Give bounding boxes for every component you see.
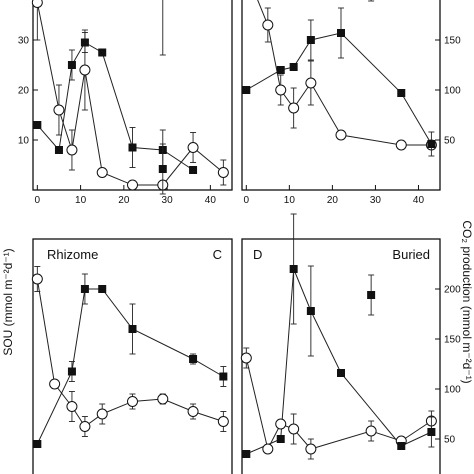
co2-point bbox=[397, 89, 406, 97]
sou-point bbox=[53, 104, 65, 116]
co2-point bbox=[80, 38, 89, 47]
sou-point bbox=[79, 64, 91, 76]
x-tick-label: 0 bbox=[35, 195, 41, 206]
co2-point bbox=[337, 369, 345, 377]
panel-d: 50 100 150 200 D Buried bbox=[240, 213, 461, 474]
sou-point bbox=[217, 416, 229, 427]
panel-frame bbox=[241, 238, 441, 474]
x-tick-label: 10 bbox=[284, 195, 296, 206]
panel-frame bbox=[241, 0, 441, 191]
sou-point bbox=[127, 396, 138, 407]
co2-point bbox=[276, 66, 285, 74]
sou-point bbox=[96, 408, 108, 420]
left-axis-title: SOU (mmol m⁻²d⁻¹) bbox=[1, 248, 15, 355]
x-tick-label: 20 bbox=[327, 195, 339, 206]
co2-point bbox=[128, 143, 137, 152]
panel-letter: D bbox=[253, 247, 262, 262]
sou-series-line bbox=[36, 2, 224, 186]
x-tick-label: 30 bbox=[162, 195, 174, 206]
co2-series-line bbox=[36, 288, 224, 445]
y-right-tick-label: 200 bbox=[444, 285, 461, 296]
x-tick-label: 40 bbox=[413, 195, 425, 206]
y-left-tick-label: 20 bbox=[18, 86, 30, 97]
panel-letter: C bbox=[213, 247, 222, 262]
y-left-tick-label: 30 bbox=[18, 36, 30, 47]
y-right-tick-label: 150 bbox=[444, 335, 461, 346]
sou-point bbox=[66, 144, 78, 156]
co2-point bbox=[306, 307, 315, 315]
co2-point bbox=[289, 265, 298, 273]
sou-point bbox=[79, 421, 91, 432]
panel-frame bbox=[32, 238, 233, 474]
co2-point bbox=[80, 285, 89, 293]
sou-point bbox=[31, 0, 43, 8]
co2-point bbox=[54, 146, 63, 154]
sou-point bbox=[157, 393, 169, 405]
x-tick-label: 30 bbox=[370, 195, 382, 206]
sou-point bbox=[240, 352, 252, 364]
sou-point bbox=[305, 77, 317, 89]
co2-point bbox=[67, 61, 76, 69]
co2-point bbox=[367, 291, 376, 299]
sou-series-line bbox=[257, 0, 432, 146]
y-right-tick-label: 150 bbox=[444, 36, 461, 47]
sou-point bbox=[49, 378, 61, 390]
panel-c: C Rhizome bbox=[31, 143, 233, 474]
co2-point bbox=[67, 367, 76, 376]
co2-point bbox=[427, 428, 436, 436]
co2-point bbox=[397, 442, 406, 450]
panel-name: Rhizome bbox=[47, 247, 98, 262]
sou-point bbox=[66, 401, 78, 412]
co2-point bbox=[427, 140, 436, 148]
sou-point bbox=[275, 418, 287, 430]
y-right-tick-label: 50 bbox=[444, 435, 456, 446]
co2-point bbox=[98, 48, 107, 57]
sou-point bbox=[31, 273, 43, 285]
sou-point bbox=[395, 139, 407, 151]
co2-point bbox=[242, 86, 251, 94]
sou-point bbox=[288, 423, 300, 435]
sou-point bbox=[187, 142, 199, 153]
co2-point bbox=[189, 166, 198, 174]
right-axis-title: CO₂ production (mmol m⁻²d⁻¹) bbox=[460, 220, 474, 383]
panel-a: 01020304010203040 bbox=[18, 0, 233, 206]
panel-name: Buried bbox=[392, 247, 430, 262]
sou-point bbox=[262, 443, 274, 455]
co2-point bbox=[289, 63, 298, 71]
co2-point bbox=[276, 435, 285, 443]
co2-series-line bbox=[246, 32, 432, 145]
sou-point bbox=[96, 167, 108, 178]
y-right-tick-label: 100 bbox=[444, 86, 461, 97]
co2-point bbox=[189, 355, 198, 363]
sou-point bbox=[305, 443, 317, 455]
co2-point bbox=[158, 165, 167, 173]
sou-point bbox=[217, 167, 229, 178]
sou-point bbox=[288, 102, 300, 114]
sou-point bbox=[275, 84, 287, 96]
co2-point bbox=[33, 121, 42, 129]
co2-point bbox=[219, 372, 228, 381]
x-tick-label: 20 bbox=[118, 195, 130, 206]
sou-point bbox=[127, 179, 138, 191]
co2-point bbox=[128, 325, 137, 333]
sou-point bbox=[335, 129, 347, 141]
co2-point bbox=[98, 285, 107, 293]
co2-series-line bbox=[36, 41, 194, 171]
panel-b: 01020304050100150200 bbox=[241, 0, 461, 206]
x-tick-label: 10 bbox=[75, 195, 87, 206]
sou-point bbox=[262, 19, 274, 31]
co2-point bbox=[242, 450, 251, 458]
x-tick-label: 0 bbox=[244, 195, 250, 206]
y-right-tick-label: 100 bbox=[444, 385, 461, 396]
y-right-tick-label: 50 bbox=[444, 136, 456, 147]
co2-series-line bbox=[246, 268, 432, 455]
sou-point bbox=[365, 425, 377, 437]
co2-point bbox=[306, 36, 315, 44]
y-left-tick-label: 10 bbox=[18, 136, 30, 147]
x-tick-label: 40 bbox=[205, 195, 217, 206]
sou-point bbox=[187, 406, 199, 417]
co2-point bbox=[33, 440, 42, 448]
co2-point bbox=[337, 29, 345, 37]
